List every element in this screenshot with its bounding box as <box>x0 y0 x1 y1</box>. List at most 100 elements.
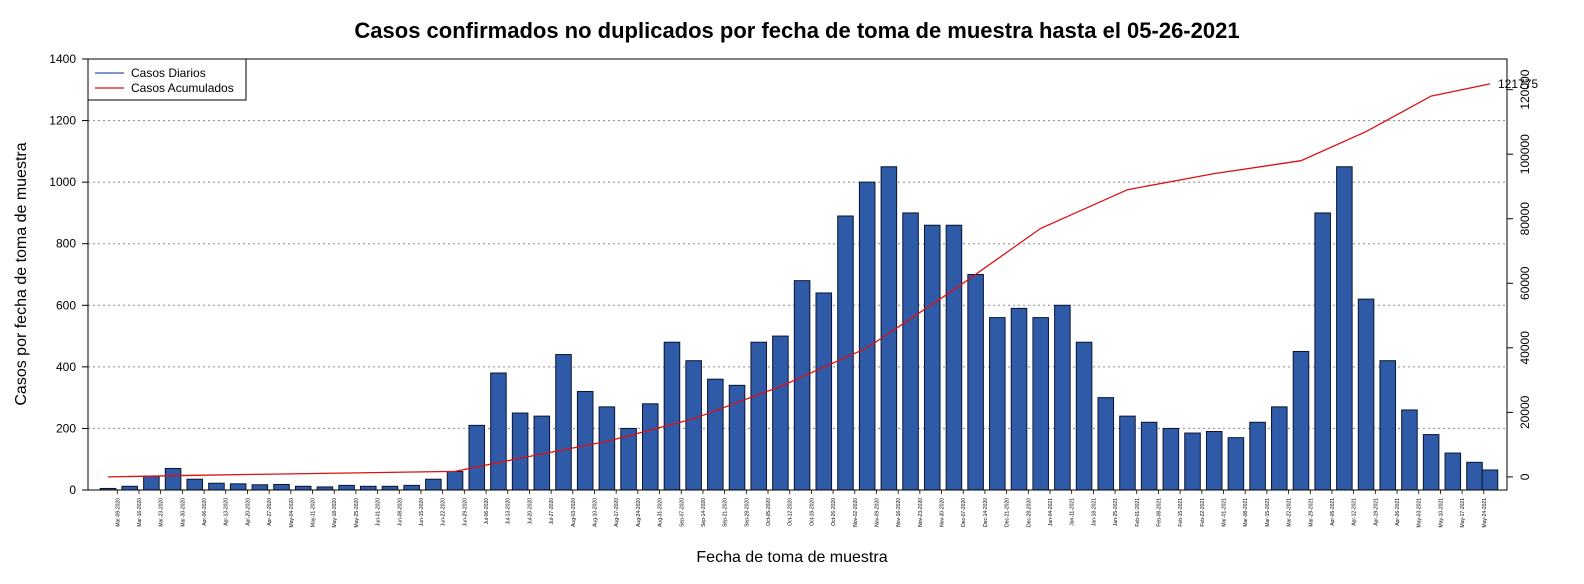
x-tick-label-aug-31-2020: Aug-31-2020 <box>658 498 664 527</box>
bar-2021-04-30 <box>1401 409 1418 491</box>
bar-2021-05-14 <box>1444 452 1462 491</box>
y2-tick-label-60000: 60000 <box>1518 266 1532 300</box>
bar-2021-03-19 <box>1271 406 1288 491</box>
bar-2020-07-03 <box>468 424 486 491</box>
bar-layer <box>99 166 1499 491</box>
bar-2020-10-16 <box>793 280 811 491</box>
bar-2020-09-11 <box>685 360 702 491</box>
bar-2020-06-19 <box>425 478 442 491</box>
y-tick-label-1000: 1000 <box>49 175 76 189</box>
bar-2020-12-04 <box>945 224 963 491</box>
x-tick-label-jan-18-2021: Jan-18-2021 <box>1091 498 1097 526</box>
bar-2020-10-30 <box>837 215 854 491</box>
bar-2020-06-05 <box>381 485 399 491</box>
x-tick-label-mar-15-2021: Mar-15-2021 <box>1265 498 1271 527</box>
x-tick-label-feb-01-2021: Feb-01-2021 <box>1135 498 1141 527</box>
bar-2020-12-11 <box>967 274 984 491</box>
bar-2020-05-29 <box>360 485 377 491</box>
bar-2021-01-08 <box>1054 304 1071 491</box>
bar-2020-08-14 <box>598 406 616 491</box>
legend: Casos Diarios Casos Acumulados <box>87 58 247 101</box>
x-tick-label-jul-13-2020: Jul-13-2020 <box>506 498 512 525</box>
bar-2020-06-26 <box>446 471 464 491</box>
x-tick-label-apr-20-2020: Apr-20-2020 <box>245 498 251 526</box>
legend-box <box>87 58 247 101</box>
x-tick-label-oct-26-2020: Oct-26-2020 <box>831 498 837 526</box>
x-tick-label-feb-15-2021: Feb-15-2021 <box>1178 498 1184 527</box>
x-tick-label-mar-23-2020: Mar-23-2020 <box>159 498 165 527</box>
bar-2020-07-10 <box>490 372 507 491</box>
bar-2021-02-12 <box>1162 427 1180 491</box>
x-tick-label-may-25-2020: May-25-2020 <box>354 498 360 528</box>
x-tick-label-may-03-2021: May-03-2021 <box>1417 498 1423 528</box>
bar-2020-11-06 <box>858 181 876 491</box>
y2-tick-label-100000: 100000 <box>1518 134 1532 174</box>
y-tick-label-400: 400 <box>56 360 76 374</box>
bar-2021-03-12 <box>1249 421 1266 491</box>
x-tick-label-nov-02-2020: Nov-02-2020 <box>853 498 859 527</box>
y-axis-right: 0 20000 40000 60000 80000 100000 120000 <box>1507 69 1532 480</box>
plot-frame <box>87 58 1508 491</box>
cumulative-line-layer <box>107 83 1491 478</box>
bar-2020-10-02 <box>750 341 767 491</box>
bar-2020-09-18 <box>707 378 724 491</box>
bar-2020-03-13 <box>121 485 138 491</box>
bar-2021-01-22 <box>1097 397 1115 491</box>
y-tick-label-200: 200 <box>56 421 76 435</box>
y-tick-label-1200: 1200 <box>49 114 76 128</box>
x-tick-label-feb-08-2021: Feb-08-2021 <box>1156 498 1162 527</box>
x-tick-label-apr-12-2021: Apr-12-2021 <box>1352 498 1358 526</box>
bar-2020-07-31 <box>555 354 572 491</box>
x-tick-label-oct-19-2020: Oct-19-2020 <box>809 498 815 526</box>
x-tick-label-may-24-2021: May-24-2021 <box>1482 498 1488 528</box>
x-tick-label-nov-30-2020: Nov-30-2020 <box>940 498 946 527</box>
bar-2020-05-08 <box>294 485 312 491</box>
bar-2021-02-19 <box>1184 432 1201 491</box>
x-tick-label-mar-08-2021: Mar-08-2021 <box>1243 498 1249 527</box>
bar-2020-03-27 <box>164 467 182 491</box>
bar-2020-06-12 <box>403 484 420 491</box>
x-tick-label-feb-22-2021: Feb-22-2021 <box>1200 498 1206 527</box>
x-tick-label-apr-19-2021: Apr-19-2021 <box>1373 498 1379 526</box>
bar-2020-04-24 <box>251 484 269 491</box>
x-tick-label-may-18-2020: May-18-2020 <box>332 498 338 528</box>
x-tick-label-mar-09-2020: Mar-09-2020 <box>115 498 121 527</box>
x-tick-label-dec-14-2020: Dec-14-2020 <box>983 498 989 527</box>
x-tick-label-sep-21-2020: Sep-21-2020 <box>723 498 729 527</box>
bar-2021-01-15 <box>1075 341 1093 491</box>
bar-2020-09-04 <box>663 341 681 491</box>
bar-2020-08-07 <box>576 390 594 491</box>
bar-2020-08-28 <box>641 403 659 491</box>
y-tick-label-800: 800 <box>56 237 76 251</box>
y2-tick-label-40000: 40000 <box>1518 331 1532 365</box>
x-tick-label-dec-07-2020: Dec-07-2020 <box>961 498 967 527</box>
cumulative-total-label: 121775 <box>1498 77 1538 91</box>
bar-2020-04-03 <box>186 478 204 491</box>
bar-2020-11-20 <box>902 212 919 491</box>
x-tick-label-jun-15-2020: Jun-15-2020 <box>419 498 425 526</box>
x-tick-label-may-11-2020: May-11-2020 <box>311 498 317 527</box>
x-tick-label-mar-01-2021: Mar-01-2021 <box>1222 498 1228 527</box>
y-tick-label-0: 0 <box>69 483 76 497</box>
y2-tick-label-20000: 20000 <box>1518 395 1532 429</box>
x-tick-label-jun-01-2020: Jun-01-2020 <box>376 498 382 526</box>
bar-2021-03-26 <box>1292 350 1310 491</box>
x-tick-label-may-10-2021: May-10-2021 <box>1438 498 1444 528</box>
x-axis-label: Fecha de toma de muestra <box>696 549 887 566</box>
bar-2020-10-09 <box>772 335 789 491</box>
bar-2020-05-22 <box>338 484 355 491</box>
x-tick-label-nov-23-2020: Nov-23-2020 <box>918 498 924 527</box>
cumulative-line <box>107 83 1491 478</box>
x-tick-label-apr-26-2021: Apr-26-2021 <box>1395 498 1401 526</box>
bar-2021-05-26 <box>1481 469 1499 491</box>
x-tick-label-apr-13-2020: Apr-13-2020 <box>224 498 230 526</box>
bar-2021-01-01 <box>1032 317 1049 491</box>
bar-2020-11-27 <box>923 224 941 491</box>
x-tick-label-aug-17-2020: Aug-17-2020 <box>614 498 620 527</box>
bar-2021-02-26 <box>1205 431 1223 491</box>
bar-2021-04-09 <box>1336 166 1353 491</box>
x-tick-label-sep-07-2020: Sep-07-2020 <box>679 498 685 527</box>
bar-2021-04-16 <box>1357 298 1375 491</box>
x-tick-label-apr-05-2021: Apr-05-2021 <box>1330 498 1336 526</box>
